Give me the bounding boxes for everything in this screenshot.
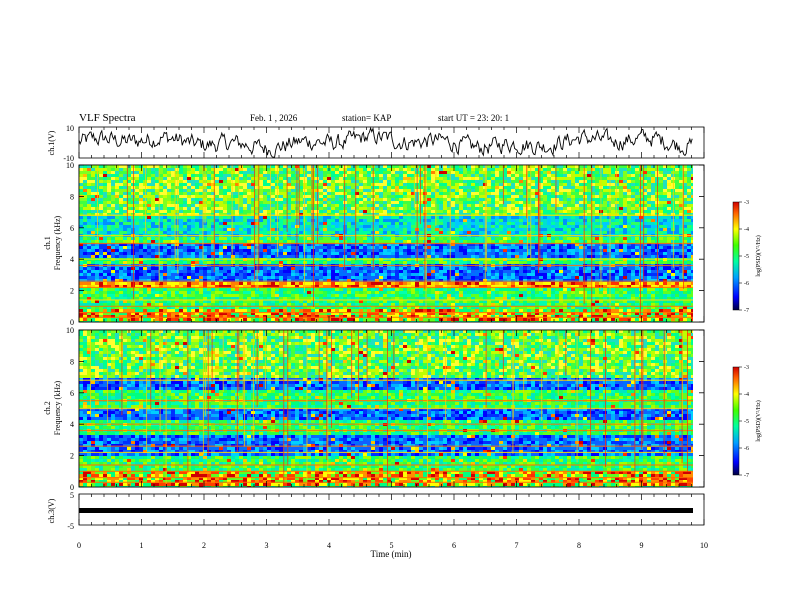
colorbar-tick-label: -3 — [744, 200, 749, 206]
ch3-ylabel: ch.3(V) — [47, 498, 56, 523]
ytick-label: 10 — [66, 161, 74, 170]
colorbar-tick-label: -6 — [744, 281, 749, 287]
colorbar-tick-label: -4 — [744, 392, 749, 398]
ytick-label: 8 — [70, 192, 74, 201]
colorbar-tick-label: -7 — [744, 473, 749, 479]
xtick-label: 10 — [700, 541, 708, 550]
ytick-label: 4 — [70, 420, 74, 429]
xtick-label: 0 — [77, 541, 81, 550]
ch2-ylabel-channel: ch.2 — [43, 401, 52, 415]
ytick-label: 10 — [66, 326, 74, 335]
ch1-colorbar-label: log(PSD)(V²/Hz) — [755, 235, 762, 276]
vlf-figure: 10 -10 ch.1(V) 0 2 4 6 8 10 ch.1 Frequency (k… — [0, 0, 792, 612]
xtick-label: 1 — [140, 541, 144, 550]
ch2-spectrogram-image — [79, 330, 704, 487]
ch1-ylabel: ch.1(V) — [47, 130, 56, 155]
xtick-label: 2 — [202, 541, 206, 550]
ch1-waveform-panel: 10 -10 ch.1(V) — [47, 124, 704, 163]
ytick-label: 6 — [70, 224, 74, 233]
colorbar-tick-label: -3 — [744, 365, 749, 371]
xtick-label: 9 — [640, 541, 644, 550]
xtick-label: 8 — [577, 541, 581, 550]
ch1-spectrogram-ylabel: ch.1 Frequency (kHz) — [43, 215, 62, 270]
ch2-colorbar-label: log(PSD)(V²/Hz) — [755, 400, 762, 441]
ytick-label: 2 — [70, 287, 74, 296]
ch1-spectrogram-image — [79, 165, 704, 322]
colorbar-tick-label: -5 — [744, 254, 749, 260]
ch1-ylabel-frequency: Frequency (kHz) — [53, 215, 62, 270]
ch2-ylabel-frequency: Frequency (kHz) — [53, 380, 62, 435]
xtick-label: 6 — [452, 541, 456, 550]
colorbar-tick-label: -4 — [744, 227, 749, 233]
ch3-panel: 5 -5 ch.3(V) 0 1 2 3 4 5 6 7 8 9 10 Time (min) — [47, 491, 708, 559]
xtick-label: 7 — [515, 541, 519, 550]
ch1-colorbar-ticks: -3 -4 -5 -6 -7 — [739, 200, 749, 314]
ch3-ytick-bottom: -5 — [67, 522, 74, 531]
ytick-label: 6 — [70, 389, 74, 398]
ytick-label: 4 — [70, 255, 74, 264]
colorbar-tick-label: -5 — [744, 419, 749, 425]
ch3-ytick-top: 5 — [70, 491, 74, 500]
xtick-label: 4 — [327, 541, 331, 550]
ch2-spectrogram-ylabel: ch.2 Frequency (kHz) — [43, 380, 62, 435]
xtick-label: 3 — [265, 541, 269, 550]
ch1-ytick-top: 10 — [66, 124, 74, 133]
ytick-label: 8 — [70, 357, 74, 366]
colorbar-tick-label: -6 — [744, 446, 749, 452]
ch1-colorbar: -3 -4 -5 -6 -7 log(PSD)(V²/Hz) — [733, 200, 762, 314]
x-axis-label: Time (min) — [371, 549, 412, 559]
colorbar-tick-label: -7 — [744, 308, 749, 314]
ch2-colorbar-ticks: -3 -4 -5 -6 -7 — [739, 365, 749, 479]
ch2-colorbar: -3 -4 -5 -6 -7 log(PSD)(V²/Hz) — [733, 365, 762, 479]
ch3-signal-band — [79, 508, 693, 513]
ytick-label: 2 — [70, 452, 74, 461]
ch1-ylabel-channel: ch.1 — [43, 236, 52, 250]
